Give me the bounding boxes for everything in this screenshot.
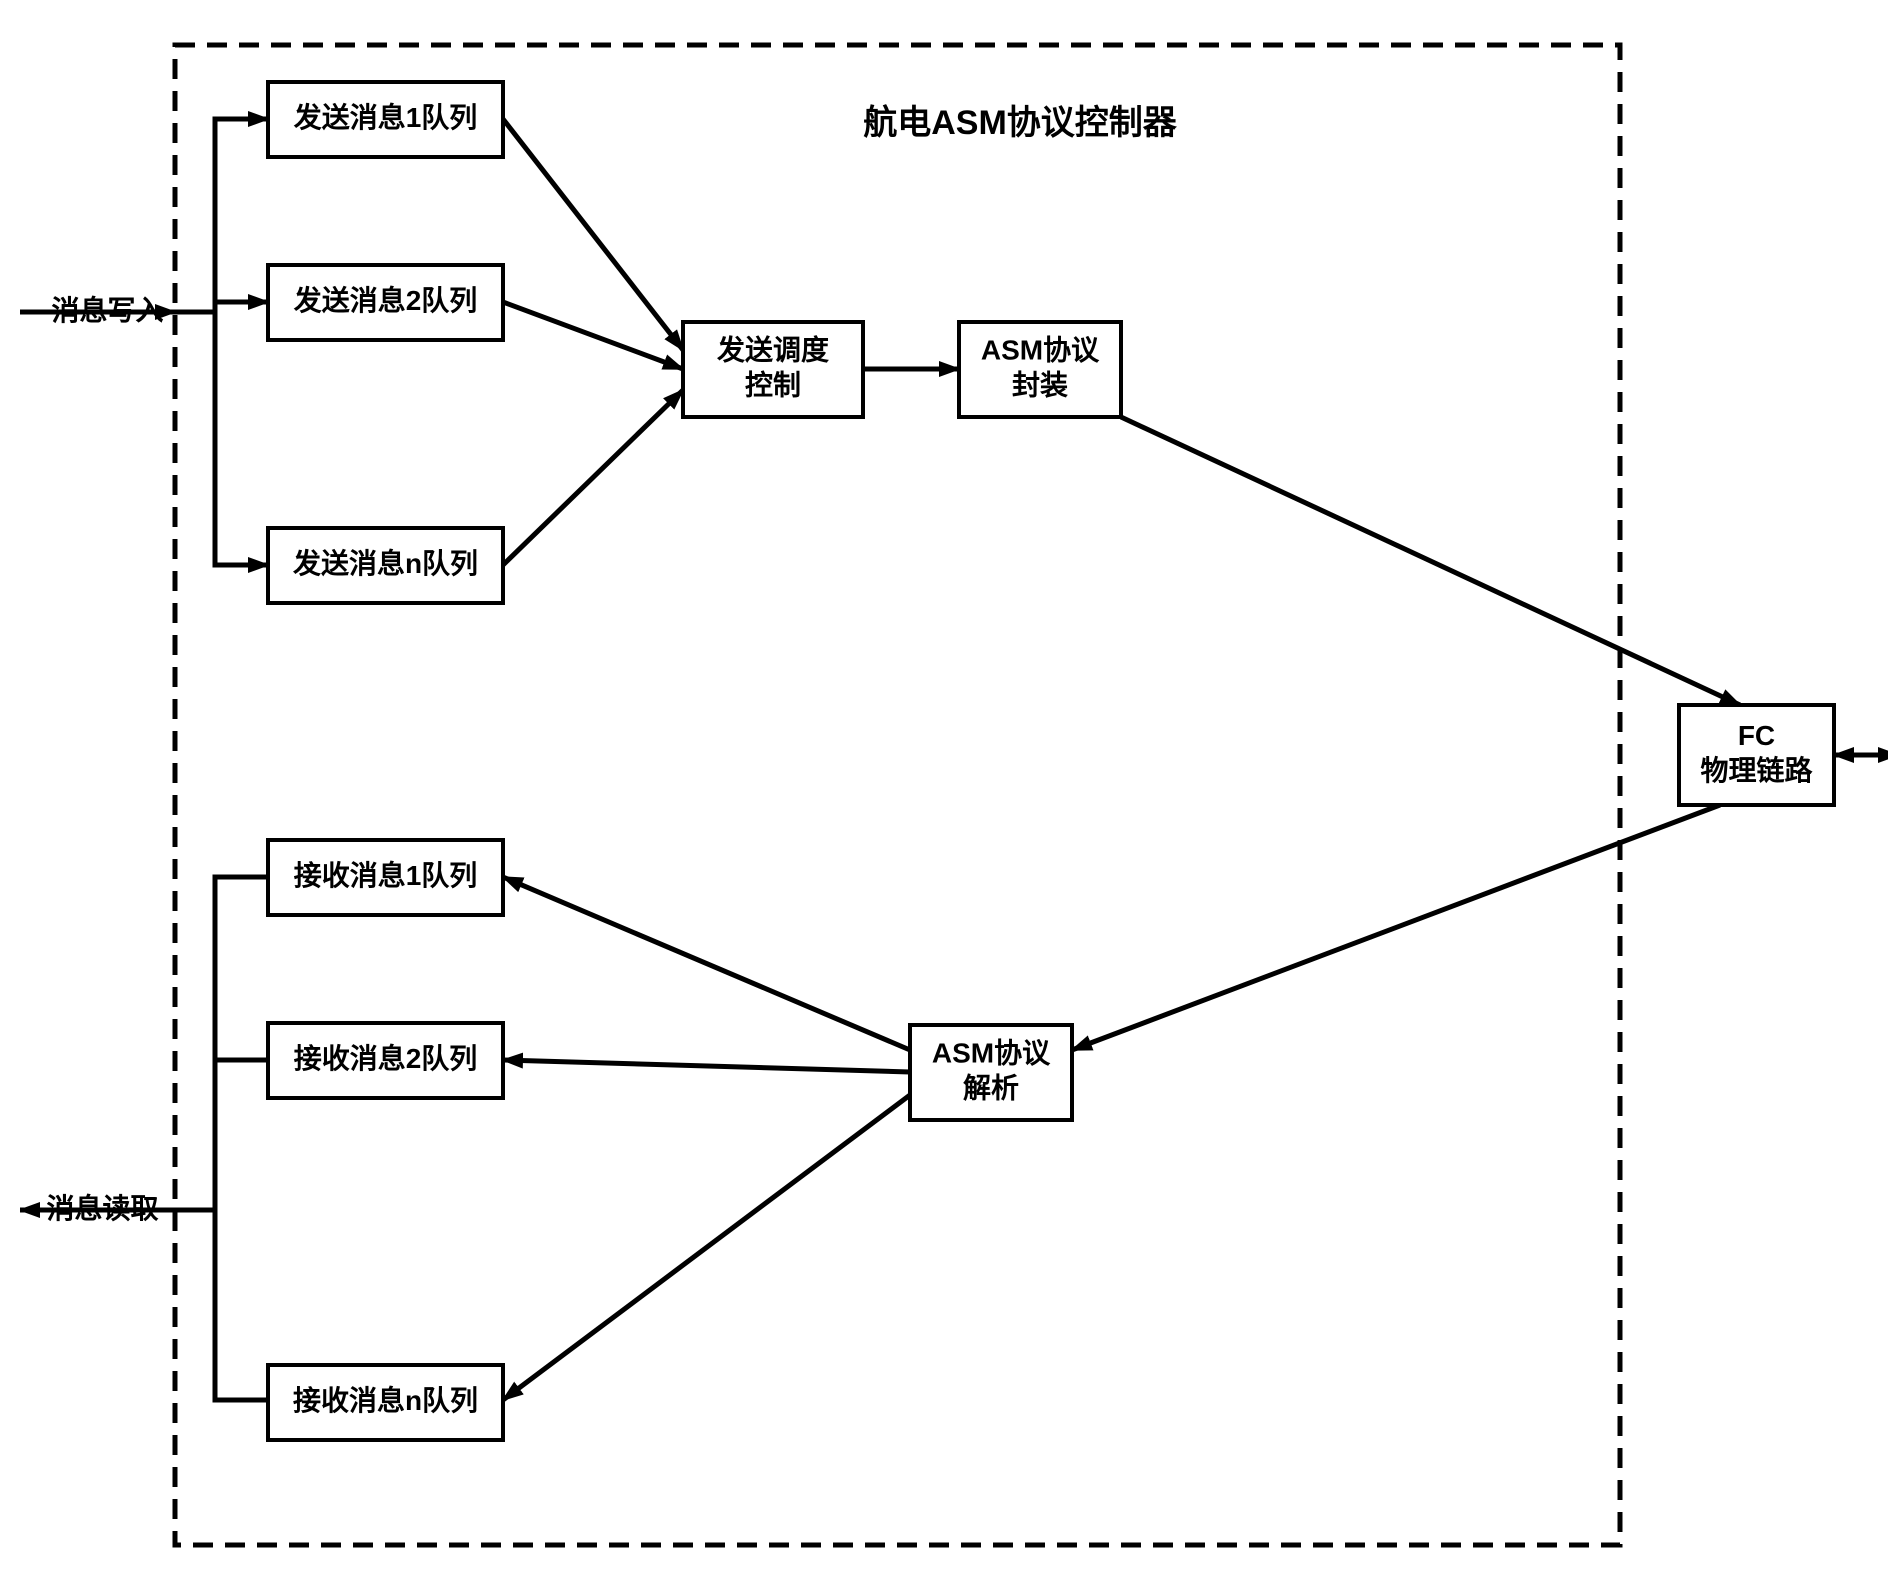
node-label: 解析 <box>963 1072 1019 1103</box>
edge <box>1072 805 1720 1050</box>
node-asm_enc: ASM协议封装 <box>959 322 1121 417</box>
edge <box>503 1060 910 1072</box>
edge <box>175 312 268 565</box>
node-label: ASM协议 <box>981 334 1100 365</box>
node-send_q1: 发送消息1队列 <box>268 82 503 157</box>
node-label: 消息读取 <box>46 1192 158 1224</box>
node-label: 消息写入 <box>51 294 163 326</box>
node-label: 封装 <box>1012 369 1068 400</box>
node-recv_q1: 接收消息1队列 <box>268 840 503 915</box>
edge <box>503 390 683 565</box>
node-label: 发送消息1队列 <box>293 101 478 133</box>
node-send_qn: 发送消息n队列 <box>268 528 503 603</box>
node-label: 物理链路 <box>1700 755 1813 786</box>
node-label: 发送消息2队列 <box>293 284 478 316</box>
node-label: 发送调度 <box>716 333 829 365</box>
edge <box>175 119 268 312</box>
node-label: 接收消息1队列 <box>294 859 478 891</box>
node-recv_q2: 接收消息2队列 <box>268 1023 503 1098</box>
node-label: ASM协议 <box>932 1037 1051 1068</box>
node-asm_dec: ASM协议解析 <box>910 1025 1072 1120</box>
node-label: FC <box>1738 720 1775 751</box>
node-send_q2: 发送消息2队列 <box>268 265 503 340</box>
node-label: 接收消息2队列 <box>294 1042 478 1074</box>
edge <box>175 877 268 1210</box>
edge <box>1121 417 1740 705</box>
node-recv_qn: 接收消息n队列 <box>268 1365 503 1440</box>
node-msg_read: 消息读取 <box>46 1192 158 1224</box>
node-msg_write: 消息写入 <box>51 294 163 326</box>
diagram-title: 航电ASM协议控制器 <box>863 103 1178 142</box>
edge <box>175 1060 268 1210</box>
edge <box>503 119 683 350</box>
edge <box>503 877 910 1050</box>
edge <box>175 1210 268 1400</box>
node-label: 接收消息n队列 <box>293 1384 478 1416</box>
node-label: 控制 <box>745 369 801 400</box>
node-fc_link: FC 物理链路 <box>1679 705 1834 805</box>
edge <box>503 1095 910 1400</box>
node-label: 发送消息n队列 <box>292 547 478 579</box>
node-sched: 发送调度控制 <box>683 322 863 417</box>
